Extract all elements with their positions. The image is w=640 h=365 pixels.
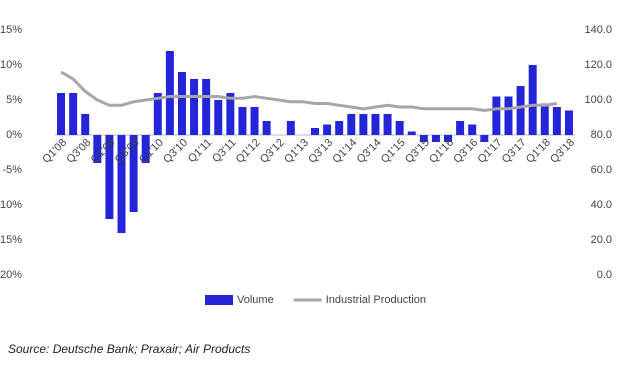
- x-tick-label: Q1'13: [282, 137, 311, 166]
- x-tick-label: Q3'14: [355, 137, 384, 166]
- x-tick-label: Q3'13: [306, 137, 335, 166]
- x-tick-label: Q1'12: [234, 137, 263, 166]
- bar: [516, 86, 525, 135]
- bar: [335, 121, 344, 135]
- x-tick-label: Q3'12: [258, 137, 287, 166]
- y-tick-label: -20%: [0, 269, 22, 281]
- y2-tick-label: 40.0: [591, 199, 612, 211]
- y2-tick-label: 100.0: [584, 94, 612, 106]
- bar: [57, 93, 66, 135]
- bar: [528, 65, 537, 135]
- legend-label: Industrial Production: [326, 294, 426, 306]
- bar: [165, 51, 174, 135]
- x-tick-label: Q3'10: [161, 137, 190, 166]
- line: [60, 70, 558, 113]
- x-tick-label: Q1'15: [379, 137, 408, 166]
- y2-tick-label: 140.0: [584, 24, 612, 36]
- bar: [69, 93, 78, 135]
- bar: [564, 110, 573, 135]
- bar: [226, 93, 235, 135]
- y2-tick-label: 60.0: [591, 164, 612, 176]
- bar: [407, 131, 416, 135]
- bar: [190, 79, 199, 135]
- bar: [238, 107, 247, 135]
- bar: [177, 72, 186, 135]
- y2-tick-label: 80.0: [591, 129, 612, 141]
- bar: [456, 121, 465, 135]
- bar: [383, 114, 392, 135]
- y-tick-label: -15%: [0, 234, 22, 246]
- bar: [431, 135, 440, 142]
- bar: [93, 135, 102, 163]
- bar: [323, 124, 332, 135]
- x-tick-label: Q1'16: [427, 137, 456, 166]
- bar: [468, 124, 477, 135]
- x-tick-label: Q1'17: [476, 137, 505, 166]
- x-tick-label: Q1'18: [524, 137, 553, 166]
- y-tick-label: -10%: [0, 199, 22, 211]
- bar: [359, 114, 368, 135]
- bar: [129, 135, 138, 212]
- y2-tick-label: 0.0: [597, 269, 612, 281]
- bar: [504, 96, 513, 135]
- x-tick-label: Q3'08: [64, 137, 93, 166]
- y2-tick-label: 120.0: [584, 59, 612, 71]
- legend-swatch: [205, 295, 233, 305]
- bar: [214, 100, 223, 135]
- bar: [286, 121, 295, 135]
- bar: [480, 135, 489, 142]
- y-tick-label: 0%: [6, 129, 22, 141]
- bar: [371, 114, 380, 135]
- source-note: Source: Deutsche Bank; Praxair; Air Prod…: [8, 342, 250, 356]
- x-tick-label: Q1'08: [40, 137, 69, 166]
- bar: [552, 107, 561, 135]
- x-tick-label: Q3'15: [403, 137, 432, 166]
- x-tick-label: Q1'10: [137, 137, 166, 166]
- bar: [105, 135, 114, 219]
- bar: [492, 96, 501, 135]
- y-tick-label: -5%: [2, 164, 22, 176]
- y-tick-label: 15%: [0, 24, 22, 36]
- y2-tick-label: 20.0: [591, 234, 612, 246]
- x-tick-label: Q1'14: [330, 137, 359, 166]
- bar: [117, 135, 126, 233]
- bar: [250, 107, 259, 135]
- bar: [444, 135, 453, 142]
- x-tick-label: Q3'17: [500, 137, 529, 166]
- x-tick-label: Q3'11: [210, 137, 238, 165]
- x-tick-label: Q3'18: [548, 137, 577, 166]
- bar: [395, 121, 404, 135]
- bar: [153, 93, 162, 135]
- bar: [419, 135, 428, 142]
- bar: [540, 103, 549, 135]
- bar: [347, 114, 356, 135]
- bar: [311, 128, 319, 135]
- bar: [81, 114, 90, 135]
- bar: [262, 121, 271, 135]
- x-tick-label: Q1'11: [186, 137, 214, 165]
- bar: [141, 135, 150, 163]
- x-tick-label: Q3'16: [451, 137, 480, 166]
- y-tick-label: 5%: [6, 94, 22, 106]
- y-tick-label: 10%: [0, 59, 22, 71]
- legend-label: Volume: [237, 294, 274, 306]
- bar: [202, 79, 211, 135]
